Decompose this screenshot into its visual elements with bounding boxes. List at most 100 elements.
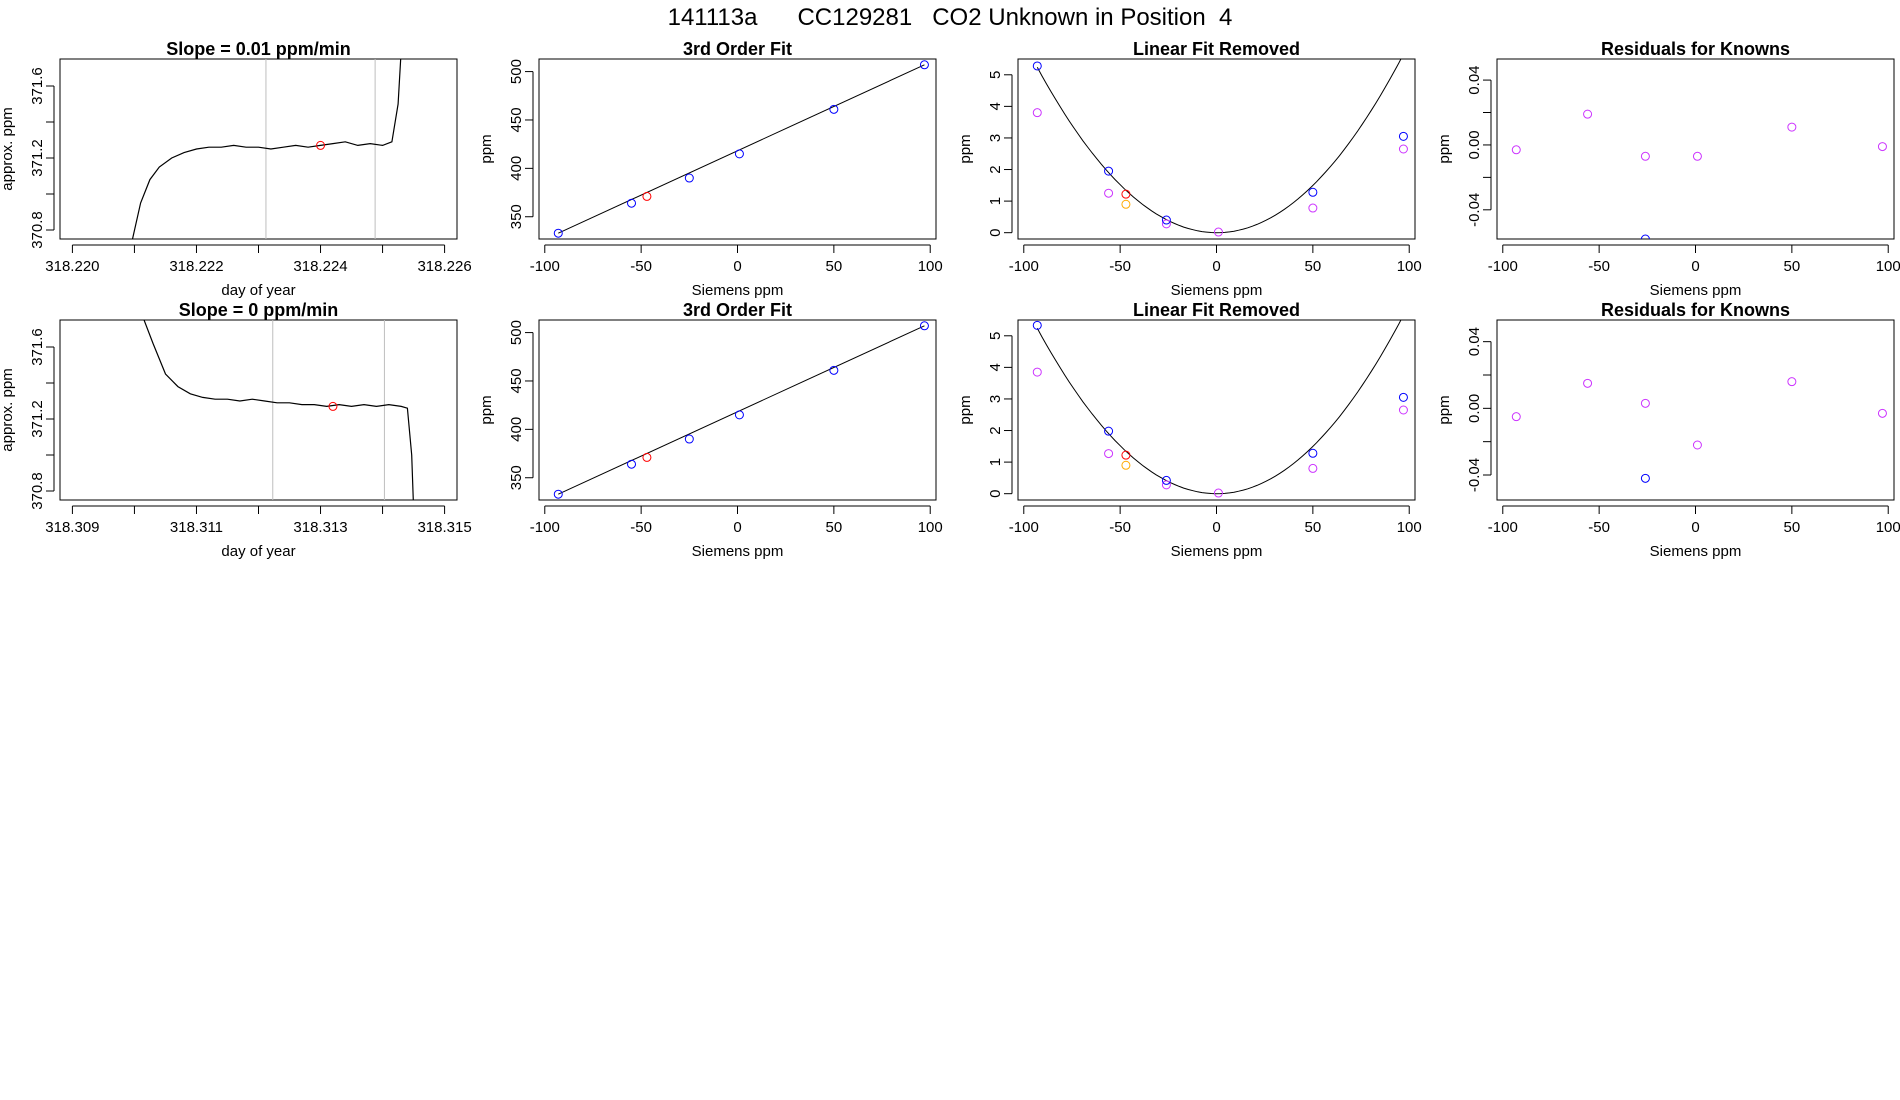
fit-line	[558, 325, 925, 495]
fit-point	[1161, 480, 1171, 490]
sample-point	[1121, 189, 1131, 199]
plot-frame	[1496, 58, 1895, 240]
plot-area	[131, 59, 402, 239]
y-tick-label: -0.04	[1466, 458, 1483, 492]
known-point	[1398, 131, 1408, 141]
residual-point	[1787, 377, 1797, 387]
x-tick-label: 318.220	[45, 258, 99, 275]
x-tick-label: 318.224	[293, 258, 347, 275]
fit-point	[1104, 449, 1114, 459]
sample-marker	[316, 140, 326, 150]
fit-curve	[1036, 320, 1402, 495]
x-tick-label: 50	[826, 519, 843, 536]
y-axis-label: ppm	[957, 134, 974, 163]
known-point	[919, 60, 929, 70]
x-tick-label: 100	[1397, 519, 1422, 536]
fit-point	[1104, 188, 1114, 198]
residual-point	[1877, 142, 1887, 152]
x-tick-label: 0	[1212, 519, 1220, 536]
y-tick-label: 0.00	[1466, 394, 1483, 423]
x-tick-label: 50	[1305, 519, 1322, 536]
known-point	[1640, 234, 1650, 239]
fit-point	[1308, 203, 1318, 213]
known-point	[1161, 215, 1171, 225]
fit-point	[1032, 108, 1042, 118]
y-tick-label: 0.04	[1466, 327, 1483, 356]
x-axis-label: Siemens ppm	[1650, 543, 1742, 560]
y-tick-label: 500	[508, 59, 525, 84]
fit-point	[1032, 367, 1042, 377]
x-axis-label: day of year	[221, 282, 295, 299]
known-point	[627, 459, 637, 469]
x-tick-label: -50	[630, 258, 652, 275]
y-tick-label: 371.6	[29, 328, 46, 366]
panel-title: Slope = 0 ppm/min	[179, 300, 339, 320]
known-point	[734, 149, 744, 159]
y-tick-label: 2	[987, 165, 1004, 173]
panel-title: 3rd Order Fit	[683, 300, 792, 320]
x-tick-label: -50	[1109, 258, 1131, 275]
x-tick-label: -100	[530, 258, 560, 275]
y-tick-label: 1	[987, 458, 1004, 466]
fit-point	[1213, 488, 1223, 498]
x-axis-label: day of year	[221, 543, 295, 560]
fit-point	[1161, 219, 1171, 229]
y-tick-label: -0.04	[1466, 193, 1483, 227]
panel-title: Residuals for Knowns	[1601, 300, 1790, 320]
residual-point	[1877, 408, 1887, 418]
panel-1-1: 3rd Order Fit -100 -50 0 50 100 Siemens ppm 350…	[478, 300, 943, 560]
known-point	[684, 173, 694, 183]
sample-point	[1121, 450, 1131, 460]
panel-title: 3rd Order Fit	[683, 39, 792, 59]
x-axis-label: Siemens ppm	[1171, 543, 1263, 560]
y-tick-label: 370.8	[29, 472, 46, 510]
residual-point	[1583, 109, 1593, 119]
panel-title: Linear Fit Removed	[1133, 300, 1300, 320]
trace-line	[131, 59, 402, 239]
x-tick-label: 318.309	[45, 519, 99, 536]
sample-point	[642, 191, 652, 201]
y-tick-label: 4	[987, 102, 1004, 110]
x-tick-label: -100	[1488, 519, 1518, 536]
known-point	[627, 198, 637, 208]
panel-0-3: Residuals for Knowns -100 -50 0 50 100 Siemens…	[1436, 39, 1900, 299]
y-tick-label: 500	[508, 320, 525, 345]
residual-point	[1640, 151, 1650, 161]
x-tick-label: 100	[1876, 258, 1900, 275]
known-point	[1398, 392, 1408, 402]
plot-area	[1032, 320, 1408, 498]
sample-point	[642, 452, 652, 462]
fit-point	[1213, 227, 1223, 237]
x-tick-label: -100	[1488, 258, 1518, 275]
sample-fit-point	[1121, 460, 1131, 470]
y-tick-label: 4	[987, 363, 1004, 371]
y-tick-label: 400	[508, 417, 525, 442]
fit-curve	[1036, 59, 1402, 234]
known-point	[1640, 473, 1650, 483]
y-axis-label: ppm	[1436, 134, 1453, 163]
y-tick-label: 400	[508, 156, 525, 181]
y-tick-label: 1	[987, 197, 1004, 205]
panel-title: Linear Fit Removed	[1133, 39, 1300, 59]
x-tick-label: -50	[1588, 258, 1610, 275]
residual-point	[1511, 412, 1521, 422]
residual-point	[1640, 398, 1650, 408]
y-tick-label: 371.2	[29, 139, 46, 177]
panel-1-3: Residuals for Knowns -100 -50 0 50 100 Siemens…	[1436, 300, 1900, 560]
x-tick-label: -100	[1009, 258, 1039, 275]
residual-point	[1692, 151, 1702, 161]
y-tick-label: 5	[987, 332, 1004, 340]
plot-area	[1511, 109, 1887, 239]
residual-point	[1787, 122, 1797, 132]
residual-point	[1511, 145, 1521, 155]
known-point	[1308, 448, 1318, 458]
plot-area	[143, 320, 414, 500]
y-tick-label: 0.04	[1466, 65, 1483, 94]
x-tick-label: -100	[530, 519, 560, 536]
x-tick-label: -50	[630, 519, 652, 536]
x-tick-label: 318.315	[417, 519, 471, 536]
fit-point	[1308, 463, 1318, 473]
known-point	[553, 489, 563, 499]
